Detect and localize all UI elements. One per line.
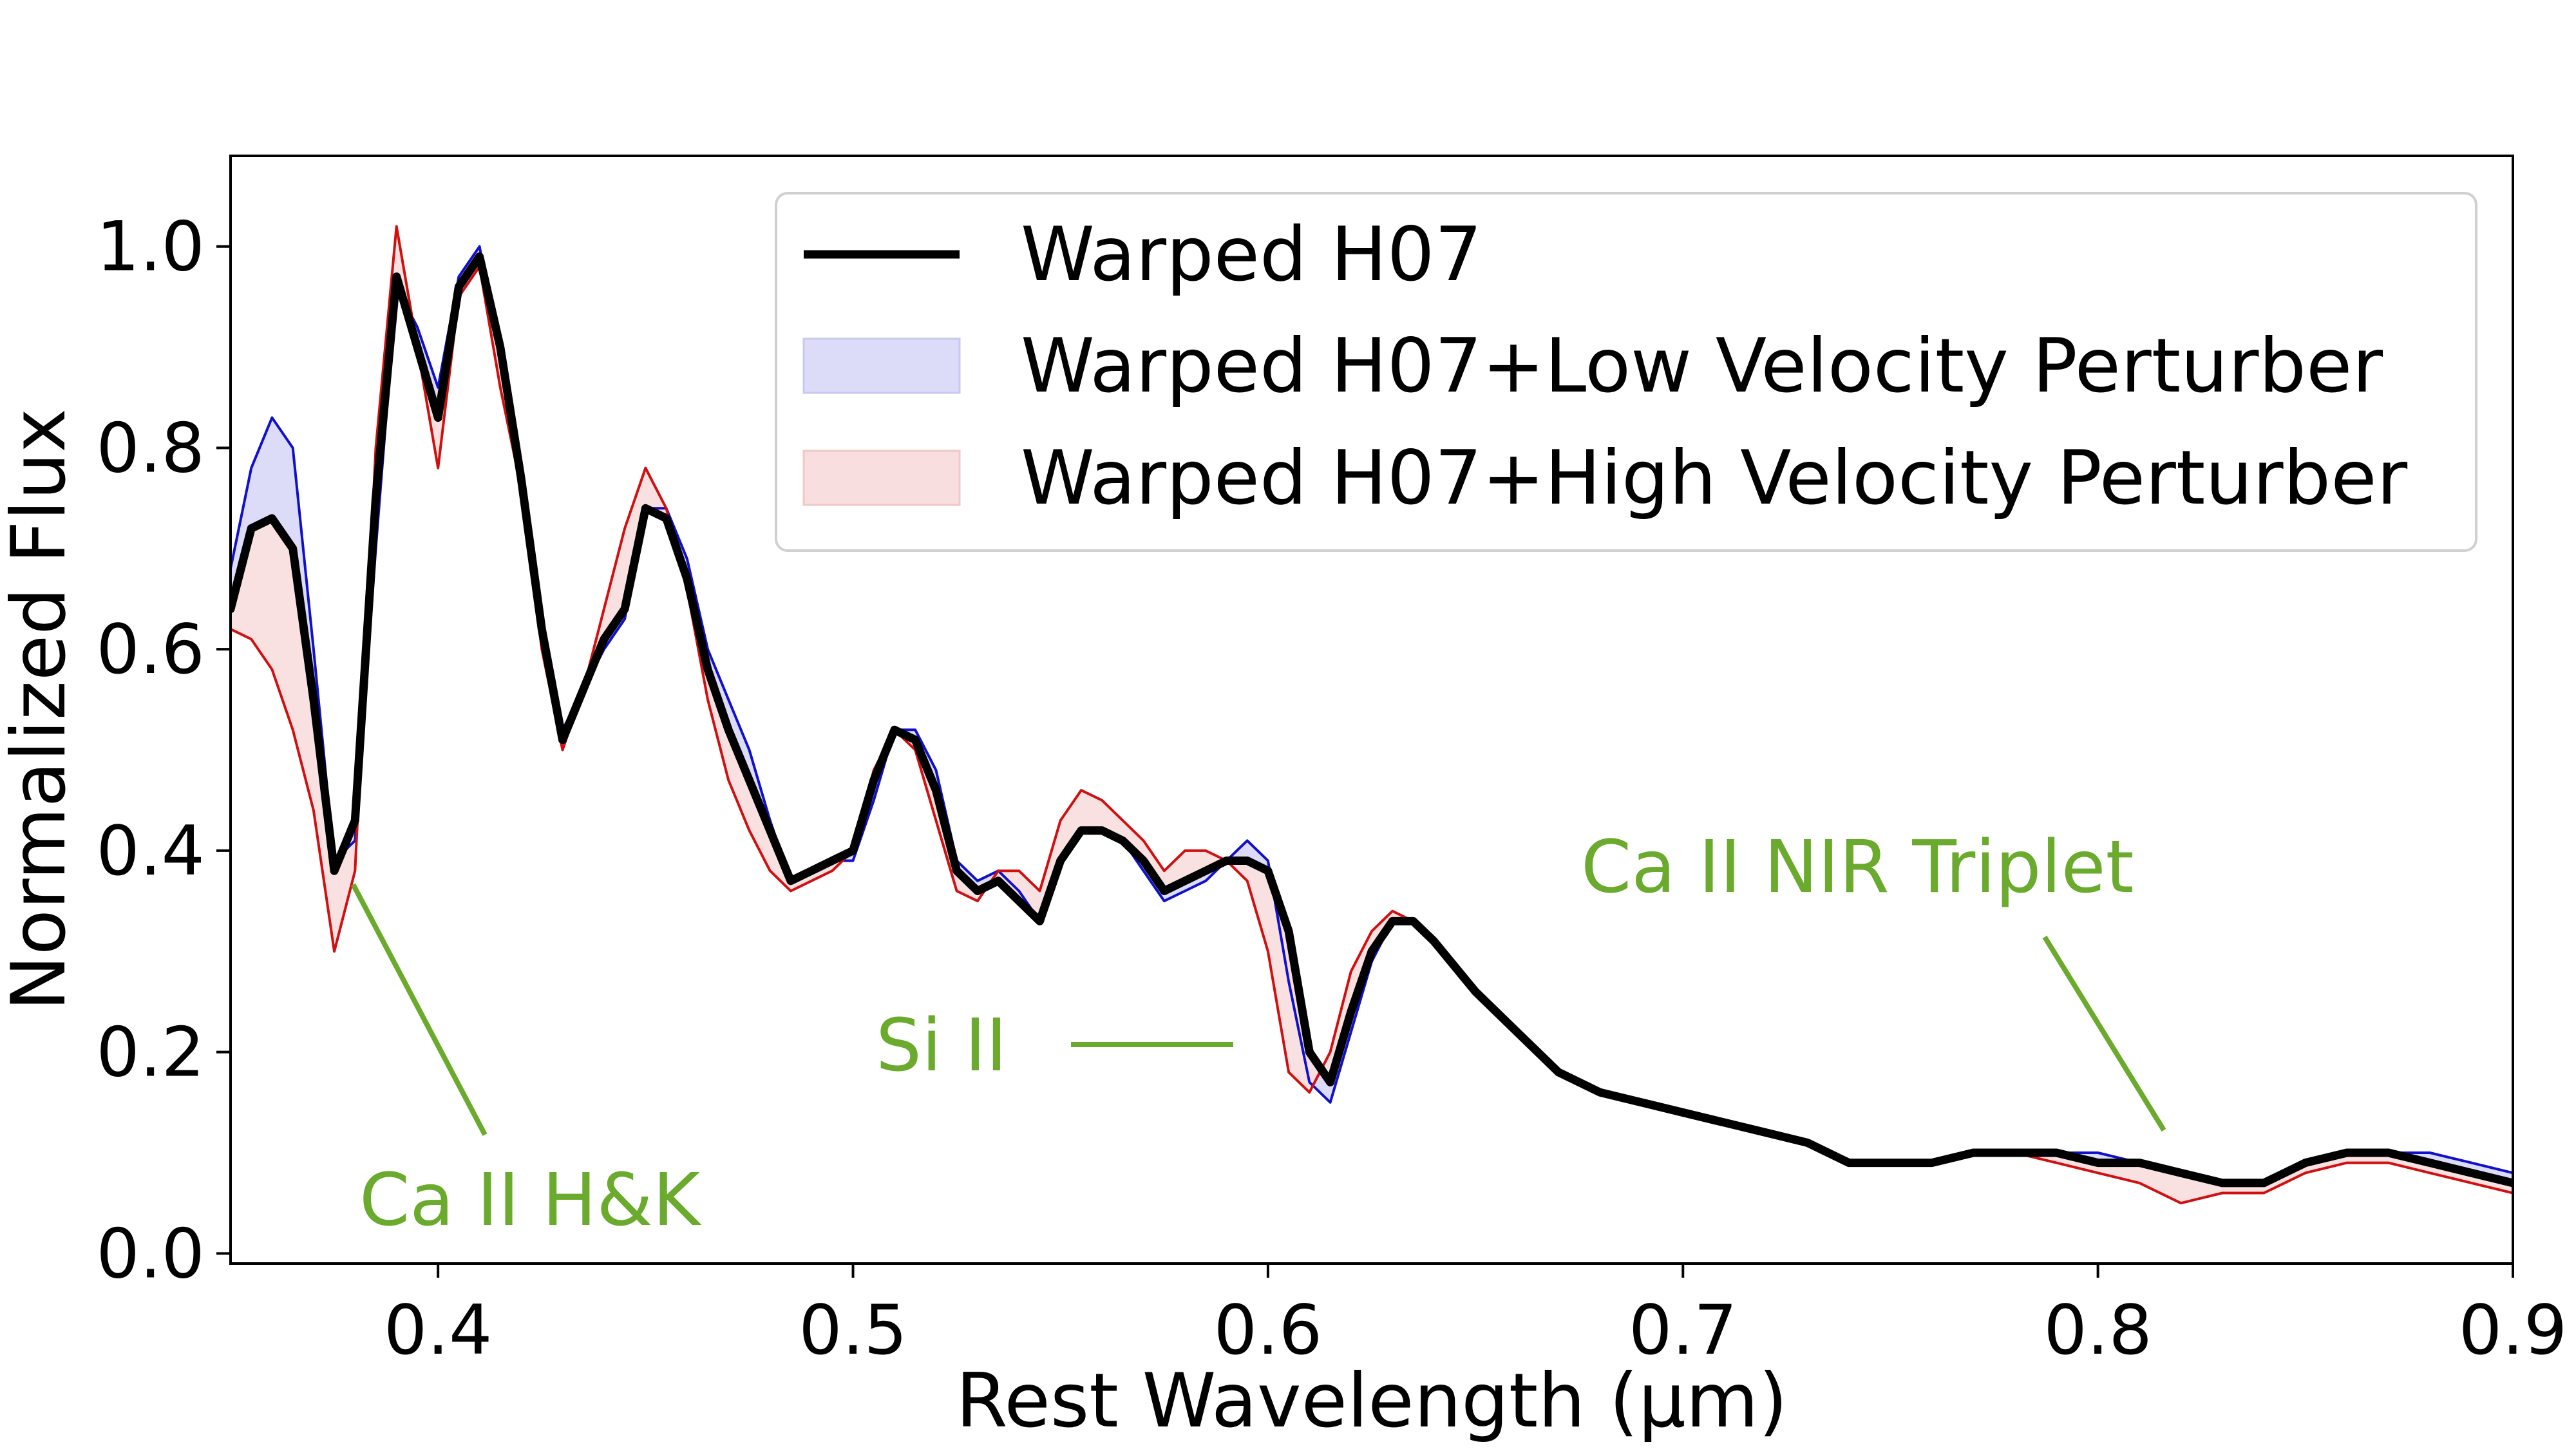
- y-tick-label: 1.0: [96, 207, 205, 287]
- y-tick-label: 0.4: [96, 811, 205, 891]
- legend-swatch: [802, 337, 961, 394]
- annotations: Ca II H&K Si II Ca II NIR Triplet: [350, 826, 2166, 1242]
- legend-item-warped: Warped H07: [804, 211, 1482, 298]
- legend-label: Warped H07+Low Velocity Perturber: [1021, 323, 2383, 410]
- x-axis-label: Rest Wavelength (μm): [956, 1358, 1788, 1444]
- legend: Warped H07 Warped H07+Low Velocity Pertur…: [775, 192, 2477, 552]
- legend-swatch: [802, 450, 961, 506]
- legend-item-low-velocity: Warped H07+Low Velocity Perturber: [802, 323, 2383, 410]
- y-tick-label: 0.8: [96, 408, 205, 488]
- si-ii-annotation: Si II: [876, 1004, 1007, 1088]
- legend-label: Warped H07+High Velocity Perturber: [1021, 435, 2408, 522]
- legend-item-high-velocity: Warped H07+High Velocity Perturber: [802, 435, 2408, 522]
- y-tick-label: 0.0: [96, 1214, 205, 1293]
- x-tick-label: 0.7: [1629, 1291, 1738, 1370]
- plot-area: [231, 225, 2513, 1205]
- plot-frame: [229, 155, 2514, 1265]
- ca-hk-pointer: [350, 883, 488, 1136]
- x-tick-label: 0.4: [384, 1291, 493, 1370]
- x-tick-label: 0.5: [799, 1291, 907, 1370]
- legend-label: Warped H07: [1021, 211, 1482, 298]
- warped-h07-line: [231, 252, 2513, 1188]
- ca-nir-annotation: Ca II NIR Triplet: [1581, 826, 2134, 909]
- x-tick-label: 0.8: [2043, 1291, 2152, 1370]
- y-tick-label: 0.6: [96, 610, 205, 689]
- ca-hk-annotation: Ca II H&K: [359, 1159, 702, 1242]
- y-axis-label: Normalized Flux: [0, 408, 82, 1011]
- axes: 0.4 0.5 0.6 0.7 0.8 0.9 0.0 0.2 0.4 0.6 0.8 1.0: [96, 155, 2568, 1370]
- x-tick-label: 0.9: [2459, 1291, 2568, 1370]
- y-tick-label: 0.2: [96, 1013, 205, 1092]
- legend-box: [775, 192, 2477, 552]
- ca-nir-pointer: [2042, 935, 2166, 1132]
- x-tick-label: 0.6: [1214, 1291, 1323, 1370]
